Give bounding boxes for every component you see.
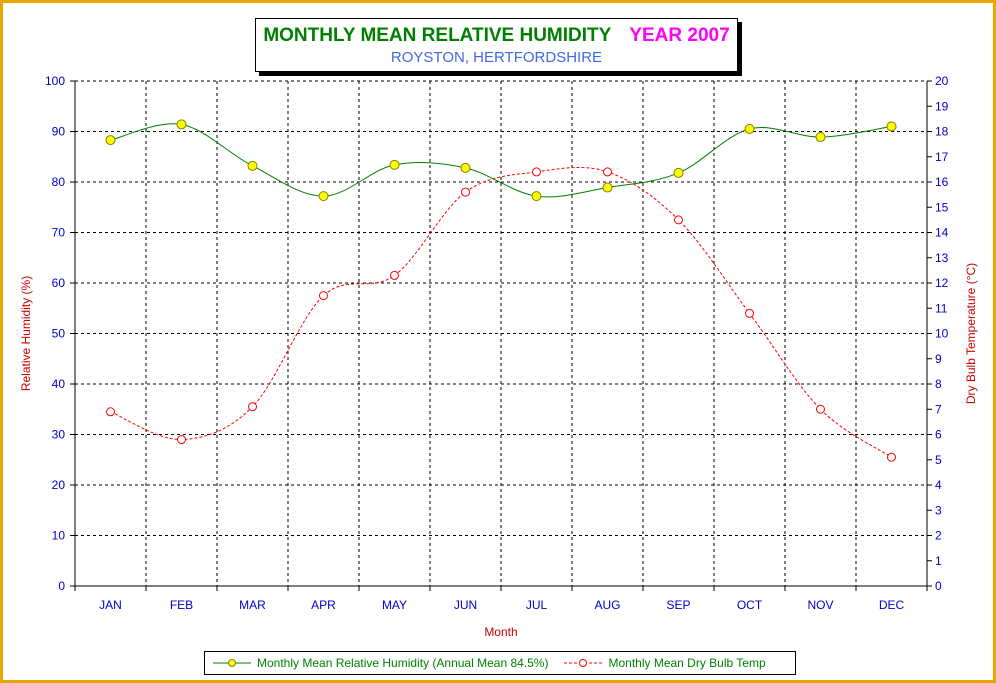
chart-subtitle: ROYSTON, HERTFORDSHIRE	[390, 49, 603, 66]
y-right-tick-label: 3	[935, 503, 942, 517]
y-left-tick-label: 30	[52, 428, 66, 442]
data-point-temperature	[816, 404, 825, 414]
x-tick-label: MAR	[239, 598, 266, 612]
y-right-axis-title: Dry Bulb Temperature (°C)	[964, 263, 978, 404]
x-tick-label: AUG	[594, 598, 620, 612]
legend-label-humidity: Monthly Mean Relative Humidity (Annual M…	[257, 656, 549, 670]
y-right-tick-label: 1	[935, 554, 942, 568]
x-tick-label: APR	[311, 598, 336, 612]
y-right-tick-label: 8	[935, 377, 942, 391]
legend-item-humidity: Monthly Mean Relative Humidity (Annual M…	[211, 656, 548, 670]
legend-label-temperature: Monthly Mean Dry Bulb Temp	[608, 656, 766, 670]
chart-legend: Monthly Mean Relative Humidity (Annual M…	[204, 651, 796, 675]
data-point-temperature	[106, 407, 115, 417]
data-point-humidity	[176, 119, 187, 130]
y-right-tick-label: 19	[935, 99, 949, 113]
y-left-tick-label: 100	[45, 74, 65, 88]
y-left-tick-label: 40	[52, 377, 66, 391]
chart-title: MONTHLY MEAN RELATIVE HUMIDITY	[263, 25, 612, 46]
data-point-temperature	[532, 167, 541, 177]
y-right-tick-label: 4	[935, 478, 942, 492]
y-left-tick-label: 0	[58, 579, 65, 593]
data-point-humidity	[460, 162, 471, 173]
y-right-tick-label: 2	[935, 529, 942, 543]
x-tick-label: FEB	[170, 598, 193, 612]
data-point-humidity	[815, 132, 826, 143]
data-point-temperature	[177, 435, 186, 445]
data-point-temperature	[674, 215, 683, 225]
data-point-temperature	[319, 291, 328, 301]
y-right-tick-label: 11	[935, 301, 948, 315]
y-right-tick-label: 6	[935, 428, 942, 442]
y-left-tick-label: 60	[52, 276, 66, 290]
x-tick-label: JAN	[99, 598, 122, 612]
legend-swatch-temperature	[564, 659, 603, 667]
data-point-humidity	[744, 123, 755, 134]
x-tick-label: NOV	[807, 598, 833, 612]
x-tick-label: JUL	[526, 598, 548, 612]
y-right-tick-label: 12	[935, 276, 949, 290]
data-point-humidity	[602, 182, 613, 193]
data-point-humidity	[886, 121, 897, 132]
data-point-temperature	[745, 308, 754, 318]
data-point-temperature	[461, 187, 470, 197]
data-point-temperature	[390, 270, 399, 280]
x-tick-label: JUN	[454, 598, 477, 612]
data-point-humidity	[673, 167, 684, 178]
x-tick-label: OCT	[737, 598, 763, 612]
y-left-tick-label: 70	[52, 226, 66, 240]
y-right-tick-label: 18	[935, 125, 949, 139]
y-right-tick-label: 13	[935, 251, 949, 265]
data-point-temperature	[603, 167, 612, 177]
x-tick-label: SEP	[666, 598, 690, 612]
data-point-humidity	[105, 135, 116, 146]
data-point-humidity	[389, 159, 400, 170]
y-left-tick-label: 10	[52, 529, 66, 543]
data-point-temperature	[248, 402, 257, 412]
y-right-tick-label: 9	[935, 352, 942, 366]
y-left-axis-title: Relative Humidity (%)	[19, 276, 33, 391]
y-right-tick-label: 14	[935, 226, 949, 240]
y-right-tick-label: 20	[935, 74, 949, 88]
y-right-tick-label: 17	[935, 150, 949, 164]
data-point-humidity	[318, 191, 329, 202]
x-axis-title: Month	[484, 625, 517, 639]
y-left-tick-label: 20	[52, 478, 66, 492]
data-point-temperature	[887, 452, 896, 462]
x-tick-label: DEC	[879, 598, 905, 612]
data-point-humidity	[531, 191, 542, 202]
x-tick-label: MAY	[382, 598, 407, 612]
y-right-tick-label: 15	[935, 200, 949, 214]
y-left-tick-label: 90	[52, 125, 66, 139]
chart-title-box: MONTHLY MEAN RELATIVE HUMIDITY YEAR 2007 …	[255, 18, 738, 72]
y-right-tick-label: 10	[935, 327, 949, 341]
y-right-tick-label: 16	[935, 175, 949, 189]
data-point-humidity	[247, 160, 258, 171]
y-right-tick-label: 0	[935, 579, 942, 593]
legend-swatch-humidity	[213, 659, 251, 667]
y-right-tick-label: 7	[935, 402, 942, 416]
chart-title-year: YEAR 2007	[629, 25, 730, 46]
y-left-tick-label: 50	[52, 327, 66, 341]
y-left-tick-label: 80	[52, 175, 66, 189]
y-right-tick-label: 5	[935, 453, 942, 467]
legend-item-temperature: Monthly Mean Dry Bulb Temp	[562, 656, 766, 670]
